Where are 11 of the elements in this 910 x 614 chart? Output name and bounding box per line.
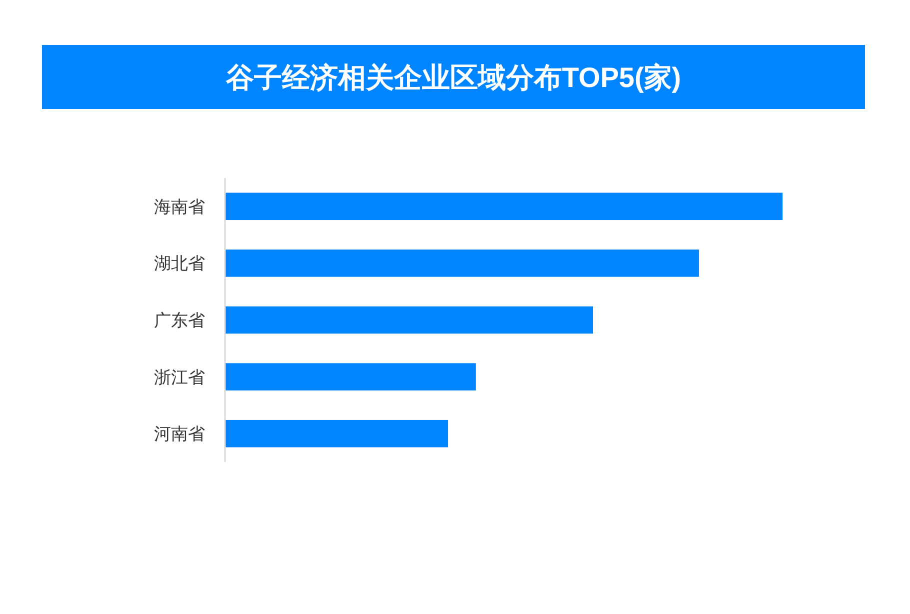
chart-title: 谷子经济相关企业区域分布TOP5(家) xyxy=(224,62,682,93)
y-tick-label: 广东省 xyxy=(154,311,205,330)
bar xyxy=(225,363,476,390)
y-tick-label: 浙江省 xyxy=(154,368,205,387)
bar xyxy=(225,420,448,448)
y-tick-label: 河南省 xyxy=(154,424,205,444)
y-tick-label: 海南省 xyxy=(154,197,205,216)
bar xyxy=(225,306,594,334)
y-tick-label: 湖北省 xyxy=(154,254,205,274)
bar xyxy=(225,192,783,220)
bar xyxy=(225,250,699,277)
